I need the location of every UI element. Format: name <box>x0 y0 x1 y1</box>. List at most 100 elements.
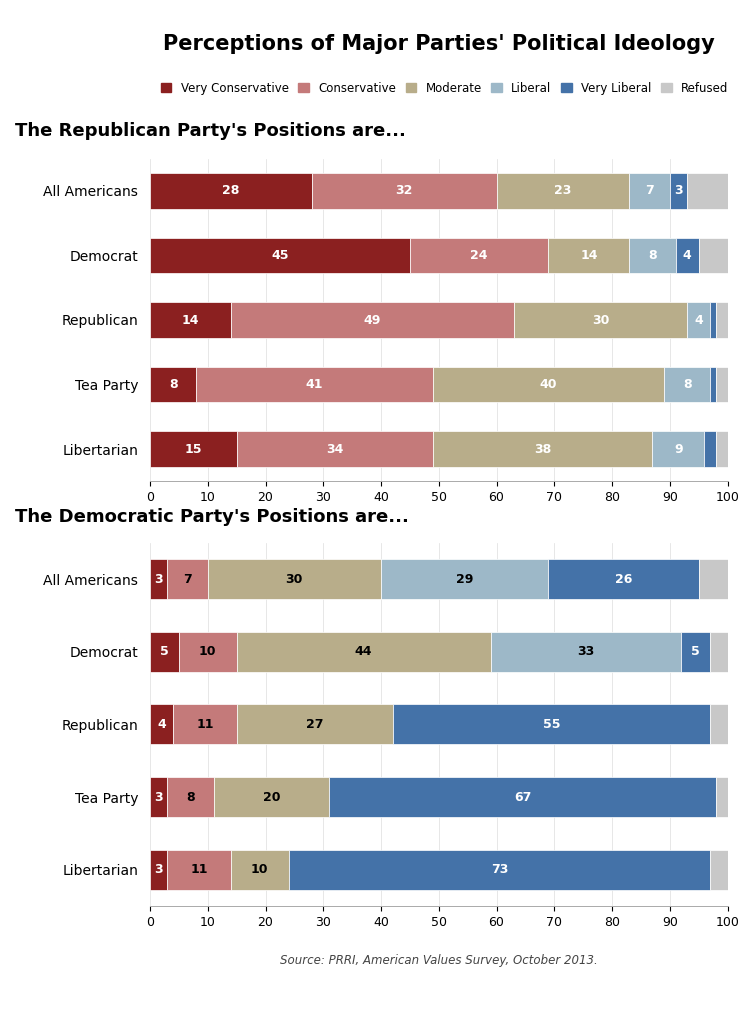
Text: 11: 11 <box>196 718 214 731</box>
Text: 15: 15 <box>184 442 202 456</box>
Bar <box>710 367 716 402</box>
Bar <box>150 367 196 402</box>
Bar <box>496 173 629 209</box>
Bar <box>392 705 710 744</box>
Bar <box>490 632 681 672</box>
Bar <box>681 632 710 672</box>
Bar <box>231 850 289 890</box>
Text: 5: 5 <box>160 645 169 658</box>
Bar <box>514 302 687 338</box>
Text: 55: 55 <box>542 718 560 731</box>
Bar <box>167 850 231 890</box>
Bar <box>687 173 728 209</box>
Bar <box>699 238 728 273</box>
Text: 14: 14 <box>182 313 200 327</box>
Text: 41: 41 <box>306 378 323 391</box>
Bar <box>150 850 167 890</box>
Text: 3: 3 <box>674 184 682 198</box>
Bar <box>676 238 699 273</box>
Bar <box>704 431 716 467</box>
Text: The Democratic Party's Positions are...: The Democratic Party's Positions are... <box>15 508 409 525</box>
Bar <box>433 367 664 402</box>
Bar <box>548 238 629 273</box>
Bar <box>214 777 329 817</box>
Text: 8: 8 <box>682 378 692 391</box>
Bar <box>710 850 728 890</box>
Text: 8: 8 <box>648 249 657 262</box>
Bar <box>716 367 728 402</box>
Bar <box>237 632 490 672</box>
Text: 4: 4 <box>694 313 703 327</box>
Bar <box>289 850 710 890</box>
Bar <box>699 559 728 599</box>
Bar <box>150 705 173 744</box>
Text: 44: 44 <box>355 645 373 658</box>
Text: Source: PRRI, American Values Survey, October 2013.: Source: PRRI, American Values Survey, Oc… <box>280 954 598 968</box>
Bar <box>167 559 208 599</box>
Bar <box>710 632 728 672</box>
Bar <box>237 431 433 467</box>
Text: 10: 10 <box>251 863 268 877</box>
Bar <box>687 302 710 338</box>
Bar <box>312 173 496 209</box>
Text: 28: 28 <box>222 184 239 198</box>
Text: 5: 5 <box>692 645 700 658</box>
Bar <box>150 302 231 338</box>
Bar <box>196 367 433 402</box>
Text: The Republican Party's Positions are...: The Republican Party's Positions are... <box>15 122 406 139</box>
Bar <box>150 632 178 672</box>
Bar <box>410 238 548 273</box>
Text: 4: 4 <box>158 718 166 731</box>
Text: 32: 32 <box>395 184 412 198</box>
Bar <box>150 238 410 273</box>
Bar <box>664 367 710 402</box>
Text: 67: 67 <box>514 791 531 804</box>
Text: 40: 40 <box>540 378 557 391</box>
Bar <box>167 777 214 817</box>
Text: 3: 3 <box>154 791 163 804</box>
Bar <box>150 431 237 467</box>
Text: 30: 30 <box>592 313 609 327</box>
Text: 33: 33 <box>578 645 595 658</box>
Text: 9: 9 <box>674 442 682 456</box>
Bar <box>173 705 237 744</box>
Text: 38: 38 <box>534 442 551 456</box>
Bar <box>710 302 716 338</box>
Bar <box>150 777 167 817</box>
Text: 3: 3 <box>154 572 163 586</box>
Bar <box>548 559 699 599</box>
Text: 49: 49 <box>364 313 381 327</box>
Bar <box>716 777 728 817</box>
Text: 8: 8 <box>186 791 195 804</box>
Bar <box>710 705 728 744</box>
Text: 11: 11 <box>190 863 208 877</box>
Text: 20: 20 <box>262 791 280 804</box>
Text: 73: 73 <box>490 863 508 877</box>
Text: 14: 14 <box>580 249 598 262</box>
Bar <box>231 302 514 338</box>
Bar <box>329 777 716 817</box>
Text: 10: 10 <box>199 645 217 658</box>
Bar <box>237 705 392 744</box>
Bar <box>208 559 381 599</box>
Text: 30: 30 <box>286 572 303 586</box>
Bar <box>629 238 676 273</box>
Bar <box>670 173 687 209</box>
Text: 23: 23 <box>554 184 572 198</box>
Text: 24: 24 <box>470 249 488 262</box>
Text: 3: 3 <box>154 863 163 877</box>
Bar <box>629 173 670 209</box>
Text: 27: 27 <box>306 718 323 731</box>
Bar <box>178 632 237 672</box>
Text: 8: 8 <box>169 378 178 391</box>
Bar <box>652 431 704 467</box>
Bar <box>716 431 728 467</box>
Text: 45: 45 <box>272 249 289 262</box>
Bar <box>150 173 312 209</box>
Bar <box>716 302 728 338</box>
Text: 26: 26 <box>615 572 632 586</box>
Legend: Very Conservative, Conservative, Moderate, Liberal, Very Liberal, Refused: Very Conservative, Conservative, Moderat… <box>156 77 733 99</box>
Text: 4: 4 <box>682 249 692 262</box>
Text: 7: 7 <box>183 572 192 586</box>
Bar <box>433 431 652 467</box>
